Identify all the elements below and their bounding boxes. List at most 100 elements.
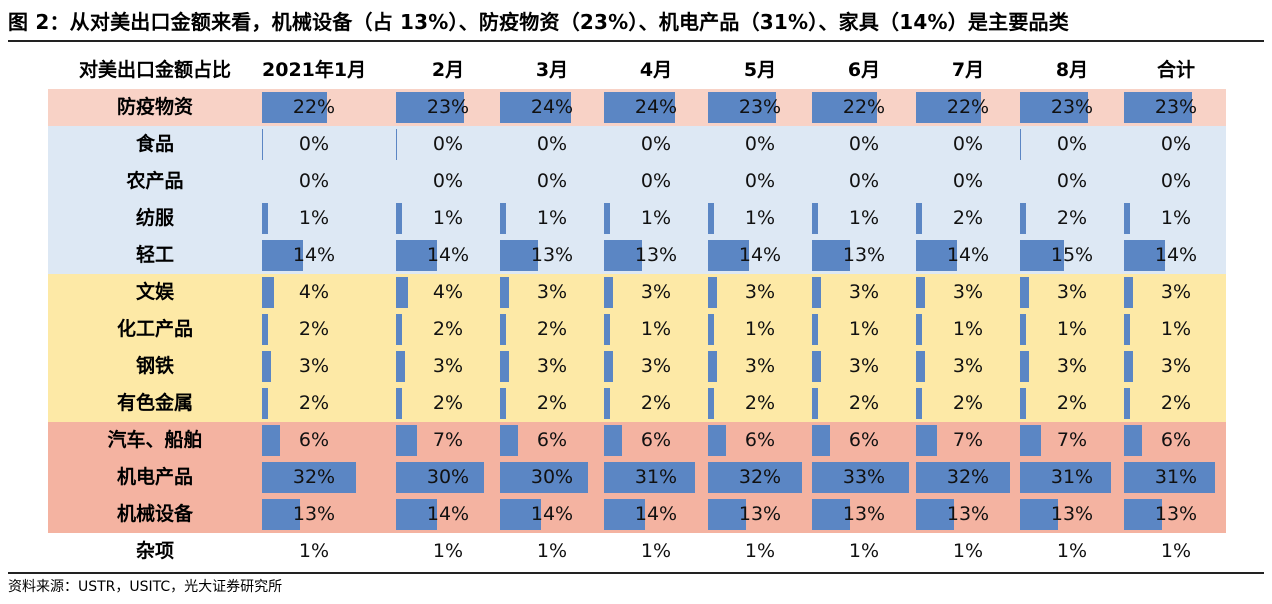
data-label: 1% [1160,207,1192,229]
data-cell: 1% [708,203,812,234]
data-label: 6% [536,429,568,451]
data-bar [396,129,397,160]
data-label: 6% [640,429,672,451]
data-bar [396,499,437,530]
data-label: 1% [1056,318,1088,340]
data-label: 0% [298,133,330,155]
data-label: 3% [952,281,984,303]
data-label: 1% [744,318,776,340]
data-cell: 1% [500,203,604,234]
data-bar-table: 对美出口金额占比 2021年1月 2月 3月 4月 5月 6月 7月 8月 合计 防疫物资 22% 23… [48,52,1226,570]
data-cell: 14% [262,240,366,271]
data-cell: 4% [262,277,366,308]
data-cell: 31% [1020,462,1124,493]
data-bar [708,314,714,345]
data-bar [916,314,922,345]
data-cell: 2% [604,388,708,419]
data-bar [604,388,610,419]
data-label: 1% [1056,540,1088,562]
data-label: 0% [640,170,672,192]
row-label: 钢铁 [135,355,174,377]
data-label: 1% [744,207,776,229]
data-cell: 0% [916,129,1020,160]
data-bar [262,203,268,234]
data-cell: 1% [604,536,708,567]
data-bar [708,92,776,123]
data-label: 2% [952,392,984,414]
data-cell: 1% [812,314,916,345]
data-cell: 6% [812,425,916,456]
data-label: 0% [298,170,330,192]
data-label: 1% [848,207,880,229]
data-label: 1% [536,207,568,229]
data-cell: 2% [500,314,604,345]
data-bar [500,277,509,308]
table-row: 汽车、船舶 6% 7% 6% 6% 6% 6% 7% 7% 6% [48,422,1226,459]
data-bar [916,425,937,456]
data-cell: 13% [500,240,604,271]
table-row: 食品 0% 0% 0% 0% 0% 0% 0% 0% 0% [48,126,1226,163]
data-cell: 14% [708,240,812,271]
data-label: 3% [744,281,776,303]
column-header: 7月 [951,59,985,81]
data-bar [396,240,437,271]
data-cell: 2% [500,388,604,419]
data-label: 3% [536,355,568,377]
data-label: 4% [298,281,330,303]
data-label: 2% [298,318,330,340]
data-cell: 22% [916,92,1020,123]
data-cell: 0% [1020,129,1124,160]
data-cell: 23% [708,92,812,123]
data-cell: 2% [1020,388,1124,419]
data-cell: 13% [708,499,812,530]
data-cell: 2% [1020,203,1124,234]
data-label: 1% [1160,318,1192,340]
data-cell: 6% [708,425,812,456]
data-cell: 1% [812,203,916,234]
row-label: 杂项 [135,540,174,562]
data-label: 14% [530,503,574,525]
data-cell: 1% [708,314,812,345]
data-bar [396,203,402,234]
row-label: 文娱 [135,281,174,303]
data-bar [262,388,268,419]
table-row: 防疫物资 22% 23% 24% 24% 23% 22% 22% 23% 23% [48,89,1226,126]
data-bar [708,425,726,456]
data-label: 24% [634,96,678,118]
data-label: 2% [432,318,464,340]
row-label: 化工产品 [116,318,193,340]
data-cell: 1% [708,536,812,567]
data-cell: 31% [1124,462,1228,493]
table-row: 纺服 1% 1% 1% 1% 1% 1% 2% 2% 1% [48,200,1226,237]
data-cell: 14% [500,499,604,530]
data-label: 0% [432,133,464,155]
data-cell: 3% [812,351,916,382]
data-bar [1020,277,1029,308]
data-label: 1% [744,540,776,562]
data-cell: 3% [1124,351,1228,382]
data-cell: 7% [916,425,1020,456]
data-label: 3% [1160,281,1192,303]
data-cell: 3% [708,351,812,382]
data-cell: 1% [1124,536,1228,567]
data-label: 13% [842,503,886,525]
row-label: 汽车、船舶 [107,429,203,451]
data-bar [500,499,541,530]
table-row: 钢铁 3% 3% 3% 3% 3% 3% 3% 3% 3% [48,348,1226,385]
data-cell: 6% [262,425,366,456]
data-cell: 0% [262,166,366,197]
data-bar [1020,462,1111,493]
data-label: 2% [1056,207,1088,229]
data-bar [1124,277,1133,308]
bottom-rule [8,572,1264,574]
data-cell: 14% [604,499,708,530]
data-label: 32% [292,466,336,488]
data-label: 15% [1050,244,1094,266]
data-label: 31% [634,466,678,488]
data-bar [1124,462,1215,493]
data-cell: 0% [604,166,708,197]
data-cell: 13% [916,499,1020,530]
data-cell: 2% [708,388,812,419]
data-label: 2% [432,392,464,414]
data-label: 2% [536,318,568,340]
